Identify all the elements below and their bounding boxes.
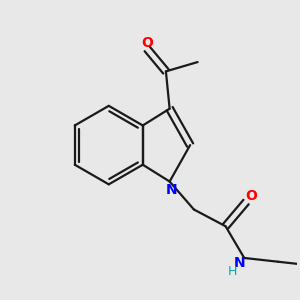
Text: O: O [141,36,153,50]
Text: O: O [245,189,257,203]
Text: H: H [228,265,237,278]
Text: N: N [233,256,245,270]
Text: N: N [166,183,177,197]
